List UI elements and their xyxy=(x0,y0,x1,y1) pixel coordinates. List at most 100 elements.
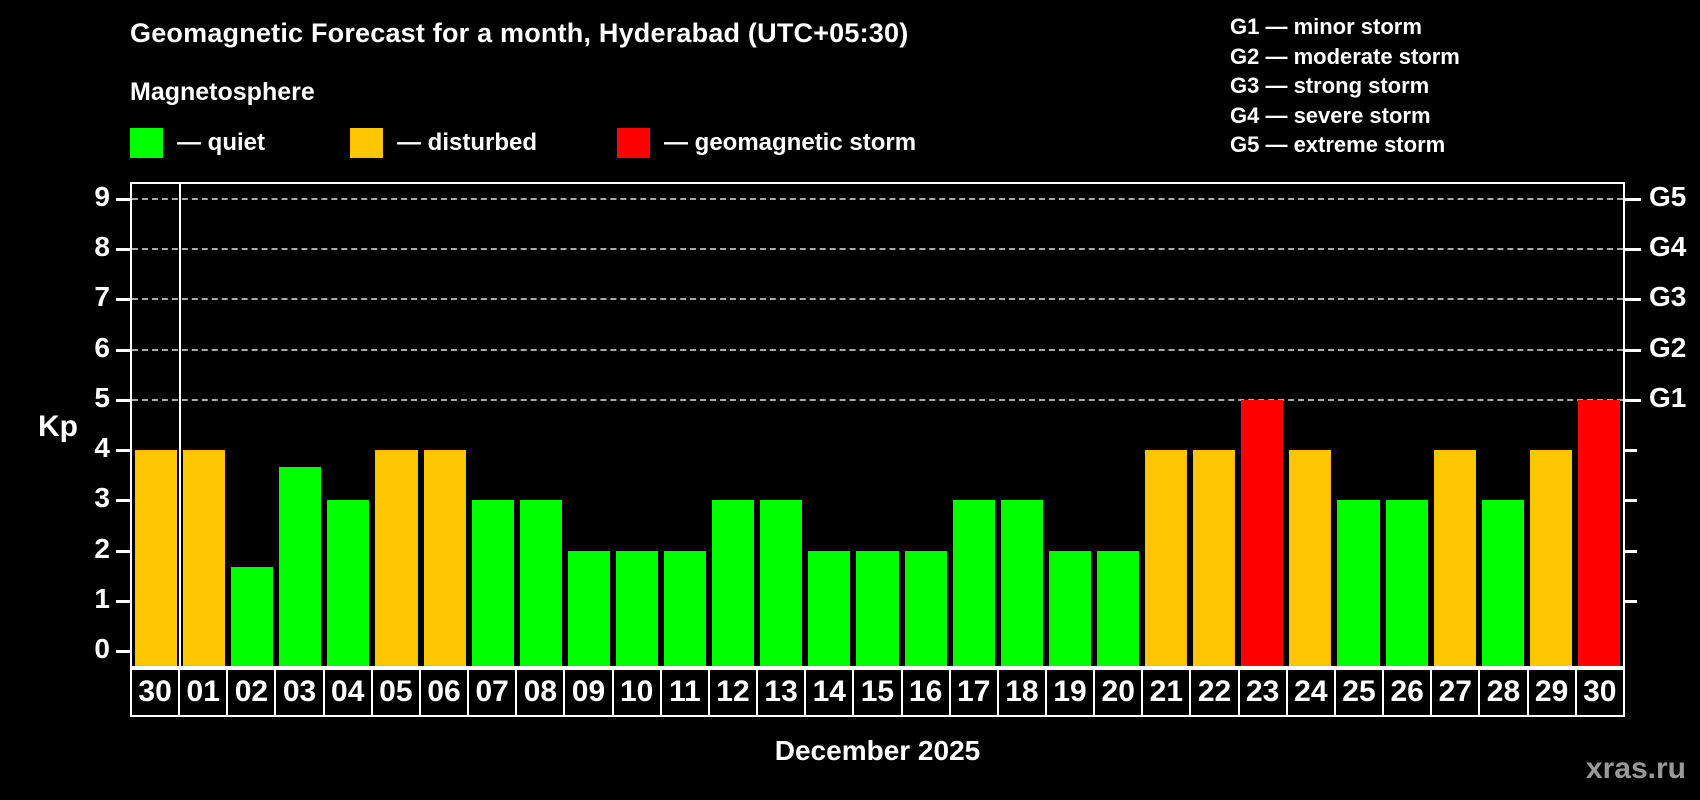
day-label-cell: 21 xyxy=(1141,668,1192,717)
storm-scale-legend: G1 — minor storm G2 — moderate storm G3 — … xyxy=(1230,12,1460,160)
storm-scale-item: G2 — moderate storm xyxy=(1230,43,1460,69)
y-axis-right-tick xyxy=(1625,449,1637,453)
bar-day-28 xyxy=(1481,500,1524,666)
day-label-cell: 12 xyxy=(707,668,759,717)
bar-day-07 xyxy=(471,500,514,666)
storm-scale-item: G5 — extreme storm xyxy=(1230,132,1446,157)
storm-color-swatch xyxy=(617,128,650,158)
bar-day-01 xyxy=(183,450,226,666)
disturbed-color-swatch xyxy=(350,128,383,158)
day-label-cell: 30 xyxy=(130,668,181,717)
legend-item-disturbed: — disturbed xyxy=(350,128,537,158)
y-axis-tick-label: 6 xyxy=(94,331,110,363)
y-axis-tick-label: 7 xyxy=(94,281,110,313)
day-label-cell: 20 xyxy=(1093,668,1144,717)
y-axis-left-tick xyxy=(116,549,130,553)
gridline-g2 xyxy=(132,348,1623,351)
day-label-cell: 09 xyxy=(563,668,614,717)
bar-day-25 xyxy=(1337,500,1380,666)
y-axis-tick-label: 8 xyxy=(94,231,110,263)
y-axis-tick-label: 3 xyxy=(94,482,110,514)
bar-day-27 xyxy=(1433,450,1476,666)
day-label-cell: 29 xyxy=(1526,668,1577,717)
day-label-cell: 07 xyxy=(467,668,518,717)
day-label-cell: 13 xyxy=(756,668,807,717)
bar-day-26 xyxy=(1385,500,1428,666)
y-axis-tick-label: 2 xyxy=(94,532,110,564)
day-label-cell: 17 xyxy=(948,668,999,717)
y-axis-tick-label: 1 xyxy=(94,582,110,614)
day-label-cell: 18 xyxy=(996,668,1047,717)
bar-day-21 xyxy=(1145,450,1188,666)
bar-day-23 xyxy=(1241,399,1284,666)
gridline-g5 xyxy=(132,198,1623,201)
chart-subtitle: Magnetosphere xyxy=(130,78,315,106)
y-axis-right-tick xyxy=(1625,198,1641,202)
y-axis-tick-label: 4 xyxy=(94,432,110,464)
day-label-cell: 23 xyxy=(1237,668,1288,717)
bar-day-30 xyxy=(1577,399,1620,666)
legend: — quiet — disturbed — geomagnetic storm xyxy=(0,128,1100,164)
y-axis-tick-label: 5 xyxy=(94,381,110,413)
y-axis-right-tick xyxy=(1625,549,1637,553)
day-label-cell: 10 xyxy=(611,668,662,717)
gridline-g1 xyxy=(132,398,1623,401)
storm-scale-item: G1 — minor storm xyxy=(1230,14,1422,39)
bar-day-10 xyxy=(615,550,659,666)
month-separator-line xyxy=(179,184,182,666)
legend-item-quiet: — quiet xyxy=(130,128,265,158)
bar-day-05 xyxy=(375,450,418,666)
legend-item-label: — disturbed xyxy=(397,129,538,156)
bar-day-18 xyxy=(1000,500,1043,666)
y-axis-right-tick xyxy=(1625,248,1641,252)
y-axis-right-tick xyxy=(1625,398,1641,402)
bar-day-04 xyxy=(327,500,370,666)
bar-day-03 xyxy=(279,466,322,666)
g-level-label-g5: G5 xyxy=(1649,181,1687,213)
gridline-g4 xyxy=(132,248,1623,251)
g-level-label-g1: G1 xyxy=(1649,381,1687,413)
day-label-cell: 22 xyxy=(1189,668,1240,717)
g-level-label-g2: G2 xyxy=(1649,331,1687,363)
y-axis-left-tick xyxy=(116,449,130,453)
y-axis-right-tick xyxy=(1625,348,1641,352)
y-axis-left-tick xyxy=(116,599,130,603)
day-label-cell: 05 xyxy=(370,668,421,717)
y-axis-left-tick xyxy=(116,298,130,302)
day-label-cell: 14 xyxy=(804,668,855,717)
bar-day-16 xyxy=(904,550,947,666)
gridline-g3 xyxy=(132,298,1623,301)
y-axis-left-tick xyxy=(116,348,130,352)
plot-area xyxy=(130,182,1625,668)
bar-day-09 xyxy=(567,550,610,666)
y-axis-left-tick xyxy=(116,649,130,653)
y-axis-right-tick xyxy=(1625,599,1637,603)
g-level-label-g3: G3 xyxy=(1649,281,1687,313)
bar-day-29 xyxy=(1529,450,1572,666)
legend-item-label: — geomagnetic storm xyxy=(664,129,917,156)
chart-title: Geomagnetic Forecast for a month, Hydera… xyxy=(130,18,909,48)
day-label-cell: 28 xyxy=(1478,668,1529,717)
day-label-cell: 08 xyxy=(515,668,566,717)
legend-item-storm: — geomagnetic storm xyxy=(617,128,916,158)
y-axis-right-tick xyxy=(1625,499,1637,503)
y-axis-left-tick xyxy=(116,499,130,503)
day-label-cell: 04 xyxy=(322,668,373,717)
bar-day-08 xyxy=(519,500,562,666)
bar-day-19 xyxy=(1048,550,1091,666)
bar-day-30 xyxy=(135,450,178,666)
watermark: xras.ru xyxy=(1585,752,1686,785)
day-label-cell: 25 xyxy=(1333,668,1385,717)
day-label-cell: 16 xyxy=(900,668,951,717)
legend-item-label: — quiet xyxy=(177,129,265,156)
storm-scale-item: G4 — severe storm xyxy=(1230,102,1431,128)
day-label-cell: 11 xyxy=(659,668,710,717)
bar-day-20 xyxy=(1096,550,1140,666)
day-label-cell: 26 xyxy=(1382,668,1433,717)
quiet-color-swatch xyxy=(130,128,163,158)
x-axis-day-labels: 30 01 02 03 04 05 06 07 08 09 10 11 12 13 14 15 16 17 18 19… xyxy=(130,668,1625,717)
bar-day-13 xyxy=(760,500,803,666)
y-axis-tick-label: 9 xyxy=(94,181,110,213)
y-axis-left-tick xyxy=(116,198,130,202)
